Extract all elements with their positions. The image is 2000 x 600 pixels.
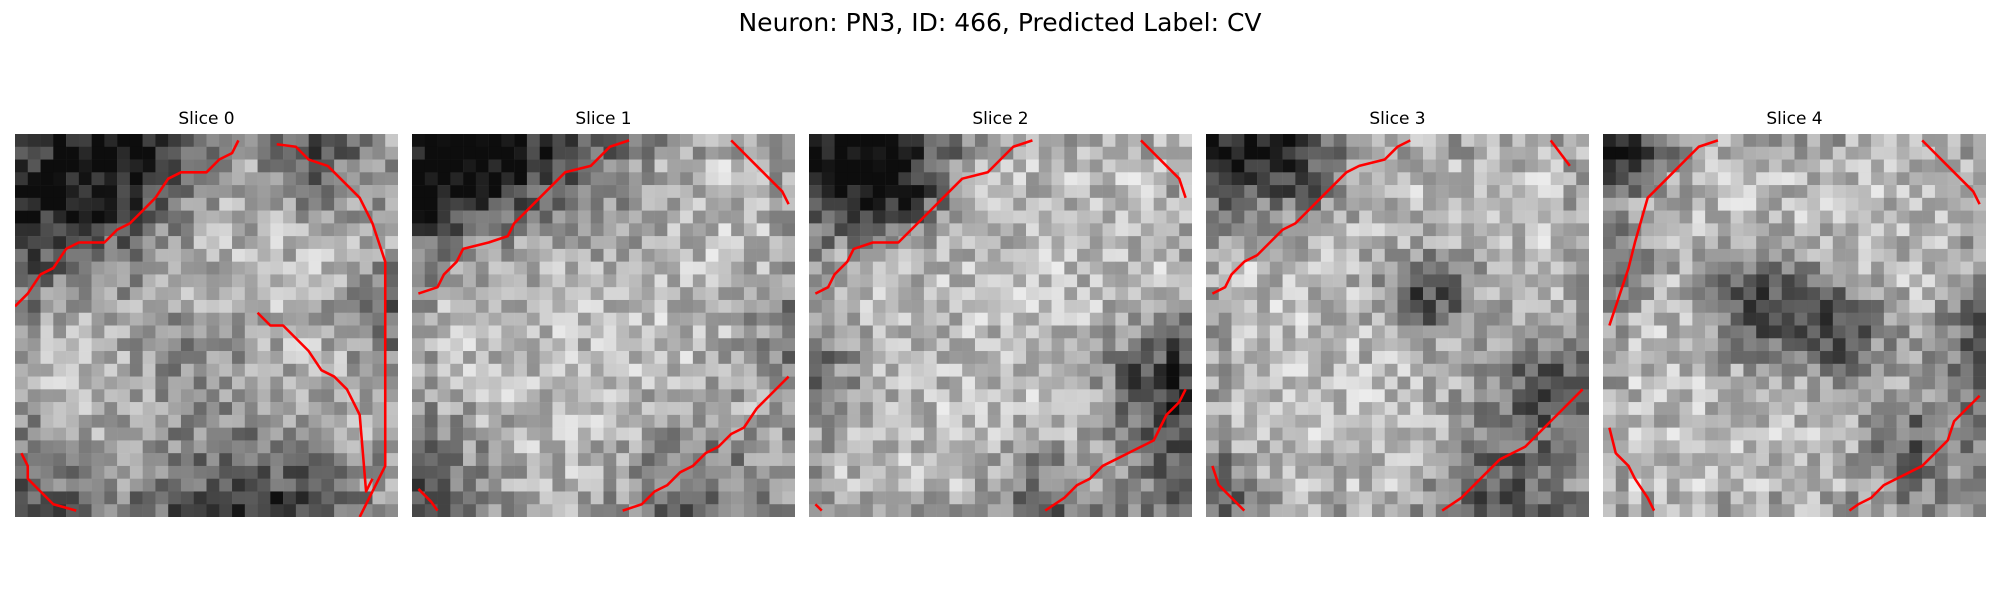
contour-line [1921, 139, 1981, 205]
contour-line [1044, 388, 1187, 512]
contour-line [814, 139, 1033, 295]
slice-title: Slice 2 [972, 109, 1029, 129]
contour-line [1549, 139, 1571, 167]
contour-line [1211, 139, 1411, 295]
slice-image [15, 134, 398, 517]
slice-title: Slice 1 [575, 109, 632, 129]
slice-panel-0: Slice 0 [15, 108, 398, 517]
slice-panel-1: Slice 1 [412, 108, 795, 517]
contour-line [358, 490, 374, 517]
slice-image [412, 134, 795, 517]
contour-line [730, 139, 790, 205]
pixel-grid [1206, 134, 1589, 517]
contour-line [417, 488, 439, 512]
slice-image [1603, 134, 1986, 517]
contour-line [256, 311, 374, 493]
pixel-grid [412, 134, 795, 517]
slice-title: Slice 4 [1766, 109, 1823, 129]
contour-line [1140, 139, 1187, 199]
contour-line [814, 503, 823, 512]
contour-line [622, 375, 790, 512]
slice-image [809, 134, 1192, 517]
slice-panel-3: Slice 3 [1206, 108, 1589, 517]
contour-line [1608, 427, 1656, 512]
contour-line [1441, 388, 1584, 512]
contour-line [1608, 139, 1719, 326]
figure-title: Neuron: PN3, ID: 466, Predicted Label: C… [738, 8, 1262, 37]
slice-panel-2: Slice 2 [809, 108, 1192, 517]
contour-line [1211, 465, 1246, 512]
contour-line [20, 452, 77, 512]
slice-panel-4: Slice 4 [1603, 108, 1986, 517]
pixel-grid [1603, 134, 1986, 517]
contour-line [1848, 394, 1981, 512]
slice-title: Slice 3 [1369, 109, 1426, 129]
pixel-grid [15, 134, 398, 517]
slice-title: Slice 0 [178, 109, 235, 129]
contour-line [276, 142, 387, 493]
contour-line [15, 139, 240, 308]
slice-image [1206, 134, 1589, 517]
pixel-grid [809, 134, 1192, 517]
contour-line [417, 139, 630, 295]
